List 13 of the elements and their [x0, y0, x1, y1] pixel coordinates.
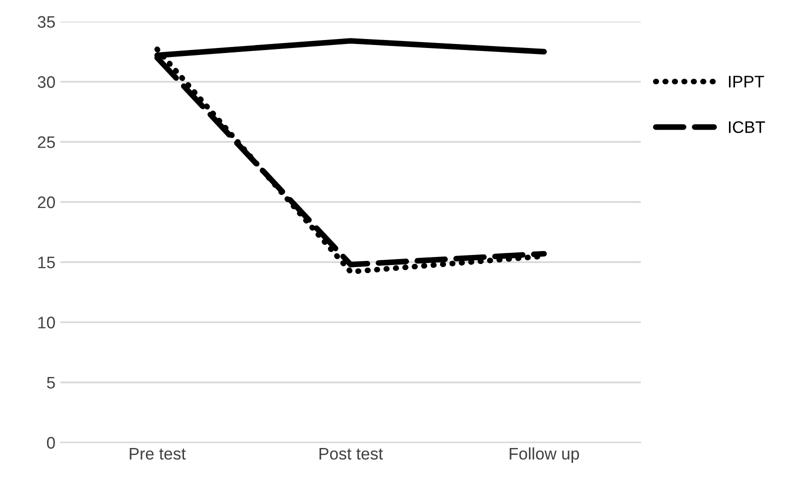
- y-tick-label: 15: [38, 256, 55, 268]
- y-tick-label: 0: [46, 436, 55, 449]
- y-tick-label: 35: [38, 16, 55, 28]
- y-tick-label: 10: [38, 316, 55, 328]
- y-tick-label: 5: [46, 376, 55, 389]
- legend-label: IPPT: [728, 76, 764, 88]
- legend-label: ICBT: [728, 121, 766, 134]
- y-tick-label: 30: [38, 76, 55, 88]
- x-tick-label: Follow up: [510, 447, 580, 463]
- y-tick-label: 20: [38, 196, 55, 208]
- x-tick-label: Pre test: [130, 448, 186, 460]
- y-tick-label: 25: [38, 136, 55, 148]
- x-tick-label: Post test: [320, 448, 383, 460]
